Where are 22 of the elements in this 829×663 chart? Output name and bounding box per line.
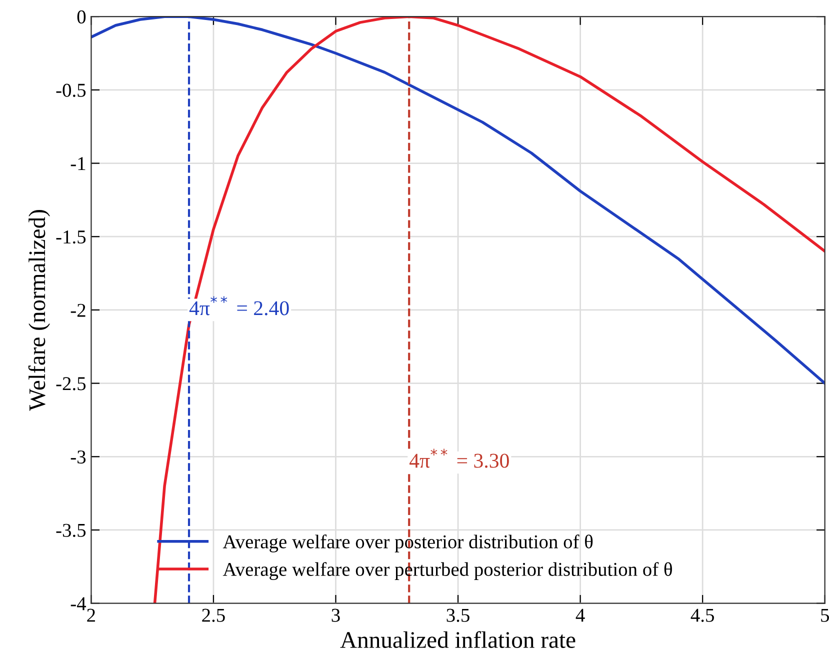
y-tick-label: -3 [70,450,86,464]
y-tick-label: -0.5 [56,84,86,97]
x-tick-label: 4 [576,608,585,622]
ref-line-label: 4π$^{**}$ = 3.30 [410,448,509,468]
x-tick-label: 2 [87,608,95,622]
y-tick-label: -2.5 [56,377,86,390]
x-tick-label: 5 [821,608,829,622]
x-tick-label: 3.5 [446,608,470,622]
y-tick-label: -3.5 [56,524,86,538]
y-tick-label: -1.5 [56,230,86,244]
x-tick-label: 2.5 [202,608,225,622]
y-tick-label: 0 [77,10,86,24]
legend-label: Average welfare over perturbed posterior distribution of θ [222,562,672,580]
x-tick-label: 3 [332,608,340,622]
ref-line-label: 4π$^{**}$ = 2.40 [189,296,289,316]
y-tick-label: -2 [70,304,86,317]
y-axis-title: Welfare (normalized) [28,210,50,411]
x-axis-title: Annualized inflation rate [340,631,576,648]
y-tick-label: -1 [70,157,86,170]
y-tick-label: -4 [70,597,86,610]
x-tick-label: 4.5 [690,608,714,622]
legend-label: Average welfare over posterior distribution of θ [222,534,593,552]
